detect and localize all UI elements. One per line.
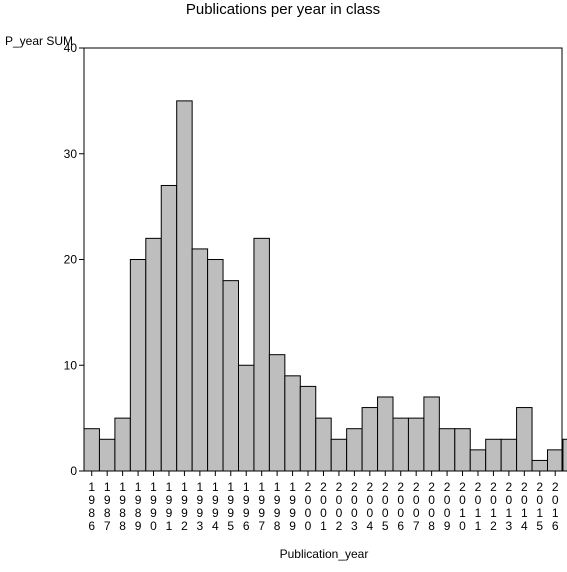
bar-2002: [330, 438, 348, 472]
bar-2006: [392, 417, 409, 472]
bar-1986: [83, 428, 100, 472]
plot-frame: [83, 47, 563, 472]
bar-2001: [315, 417, 332, 472]
bar-2000: [299, 385, 317, 472]
bar-2009: [438, 428, 456, 472]
y-tick-label-20: 20: [64, 253, 78, 267]
x-axis: 1 9 8 6 1 9 8 7 1 9 8 8 1 9 8 9 1 9 9 0 1 9 9 1 1 9 9 2 1 9 9 3 1 9 9 4 1 9 9 5…: [88, 471, 559, 533]
bar-2013: [500, 438, 518, 472]
x-axis-label: Publication_year: [280, 547, 369, 561]
bar-2014: [516, 407, 533, 472]
bars-group: [83, 100, 567, 472]
bar-2017: [562, 438, 567, 472]
y-tick-label-40: 40: [64, 41, 78, 55]
bar-1995: [222, 280, 240, 472]
bar-1994: [207, 259, 224, 472]
y-tick-label-10: 10: [64, 358, 78, 372]
bar-1998: [268, 354, 286, 472]
y-tick-label-0: 0: [70, 464, 77, 478]
bar-1996: [238, 364, 255, 472]
bar-2003: [346, 428, 363, 472]
bar-1991: [160, 184, 178, 472]
bar-2015: [531, 459, 548, 472]
bar-2016: [547, 449, 564, 472]
y-axis: 0 10 20 30 40: [64, 41, 84, 478]
bar-1989: [129, 259, 147, 472]
bar-2010: [454, 428, 471, 472]
bar-1997: [253, 237, 270, 472]
bar-2004: [361, 407, 379, 472]
bar-1992: [176, 100, 193, 472]
bar-2012: [485, 438, 502, 472]
bar-2005: [377, 396, 394, 472]
bar-2008: [423, 396, 440, 472]
y-axis-label: P_year SUM: [5, 34, 73, 48]
chart-title: Publications per year in class: [186, 1, 380, 18]
bar-1993: [191, 248, 209, 472]
bar-1990: [145, 237, 162, 472]
bar-2011: [469, 449, 487, 472]
bar-2007: [407, 417, 425, 472]
bar-1987: [98, 438, 116, 472]
bar-1999: [284, 375, 301, 472]
bar-1988: [114, 417, 131, 472]
y-tick-label-30: 30: [64, 147, 78, 161]
